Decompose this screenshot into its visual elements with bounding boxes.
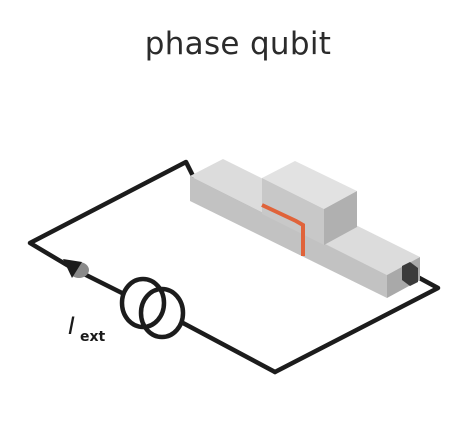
block-right-face — [324, 191, 357, 245]
current-source-icon — [119, 276, 186, 340]
source-circle-right — [138, 286, 186, 340]
contact-pad — [402, 262, 418, 286]
block-top-face — [262, 161, 357, 209]
junction-barrier — [261, 203, 305, 256]
current-label: I ext — [68, 312, 106, 345]
arrow-head-icon — [63, 259, 82, 278]
slab-left-face — [190, 176, 387, 298]
diagram-title: phase qubit — [144, 26, 332, 62]
wire-left-top — [27, 159, 196, 271]
block-left-face — [262, 178, 324, 245]
current-subscript: ext — [80, 329, 106, 345]
circuit-wire — [27, 159, 441, 375]
josephson-junction-structure — [190, 159, 420, 298]
wire-from-source — [180, 320, 278, 375]
current-symbol: I — [68, 312, 75, 340]
wire-bottom-right — [272, 271, 441, 375]
current-arrow — [63, 259, 89, 278]
